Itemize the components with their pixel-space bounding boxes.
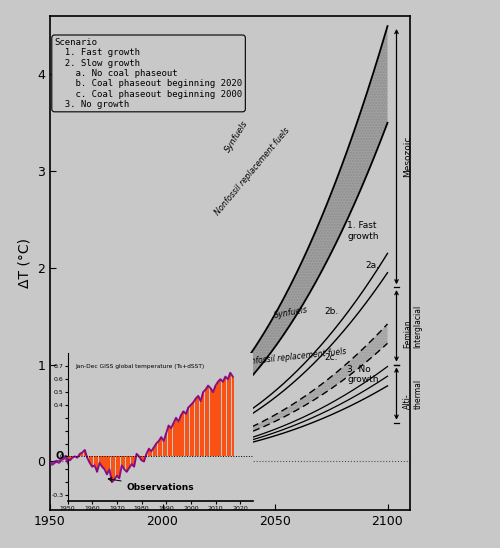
Bar: [88, 456, 90, 463]
Bar: [146, 454, 148, 456]
Text: Synfuels: Synfuels: [224, 119, 250, 154]
Bar: [118, 456, 120, 478]
Text: Alti-
thermal: Alti- thermal: [403, 379, 422, 409]
Bar: [168, 425, 170, 456]
Bar: [158, 441, 160, 456]
Bar: [200, 401, 202, 456]
Bar: [224, 376, 226, 456]
Bar: [116, 456, 118, 476]
Bar: [165, 433, 167, 456]
Bar: [79, 454, 81, 456]
Bar: [162, 441, 164, 456]
Bar: [175, 418, 177, 456]
Text: 3. No
growth: 3. No growth: [347, 364, 378, 384]
Text: Observations: Observations: [108, 478, 194, 492]
Bar: [86, 456, 88, 458]
Text: 2b.: 2b.: [324, 307, 339, 316]
Bar: [69, 456, 71, 460]
Bar: [172, 423, 174, 456]
Bar: [202, 392, 204, 456]
Bar: [153, 447, 155, 456]
Bar: [182, 412, 184, 456]
Y-axis label: ΔT (°C): ΔT (°C): [18, 238, 32, 288]
Bar: [220, 379, 222, 456]
Bar: [178, 421, 180, 456]
Bar: [111, 456, 113, 482]
Bar: [150, 451, 152, 456]
Text: Scenario
  1. Fast growth
  2. Slow growth
    a. No coal phaseout
    b. Coal p: Scenario 1. Fast growth 2. Slow growth a…: [54, 38, 242, 109]
Bar: [82, 453, 84, 456]
Bar: [143, 456, 145, 461]
Bar: [126, 456, 128, 472]
Text: Eemian
Interglacial: Eemian Interglacial: [403, 304, 422, 347]
Bar: [197, 396, 200, 456]
Bar: [160, 437, 162, 456]
Bar: [133, 456, 135, 467]
Text: Nonfossil replacement fuels: Nonfossil replacement fuels: [214, 125, 292, 216]
Bar: [72, 456, 74, 458]
Bar: [96, 456, 98, 472]
Bar: [76, 456, 78, 458]
Bar: [156, 443, 158, 456]
Bar: [222, 382, 224, 456]
Bar: [123, 456, 126, 469]
Bar: [104, 456, 106, 469]
Bar: [214, 386, 216, 456]
Text: Mesozoic: Mesozoic: [403, 136, 412, 178]
Bar: [136, 454, 138, 456]
Bar: [108, 456, 110, 469]
Bar: [217, 382, 219, 456]
Bar: [114, 456, 116, 480]
Bar: [212, 392, 214, 456]
Bar: [130, 456, 132, 464]
Bar: [180, 415, 182, 456]
Bar: [128, 456, 130, 468]
Bar: [66, 456, 68, 459]
Bar: [106, 456, 108, 475]
Bar: [190, 405, 192, 456]
Text: 2c.: 2c.: [324, 353, 338, 362]
Bar: [120, 456, 123, 465]
Bar: [94, 456, 96, 465]
Text: 1. Fast
growth: 1. Fast growth: [347, 221, 378, 241]
Bar: [148, 449, 150, 456]
Bar: [210, 388, 212, 456]
Bar: [207, 386, 209, 456]
Text: 2a.: 2a.: [365, 261, 379, 270]
Bar: [170, 428, 172, 456]
Bar: [230, 373, 232, 456]
Bar: [194, 398, 197, 456]
Bar: [185, 414, 187, 456]
Bar: [91, 456, 93, 467]
Bar: [101, 456, 103, 467]
Text: O: O: [56, 452, 64, 461]
Bar: [204, 390, 206, 456]
Bar: [192, 402, 194, 456]
Bar: [140, 456, 142, 460]
Bar: [84, 450, 86, 456]
Bar: [232, 376, 234, 456]
Bar: [227, 379, 229, 456]
Text: Nonfossil replacement fuels: Nonfossil replacement fuels: [240, 346, 346, 367]
Text: Jan-Dec GISS global temperature (Ts+dSST): Jan-Dec GISS global temperature (Ts+dSST…: [75, 364, 204, 369]
Text: Synfuels: Synfuels: [273, 305, 308, 320]
Bar: [188, 408, 190, 456]
Bar: [98, 456, 100, 463]
